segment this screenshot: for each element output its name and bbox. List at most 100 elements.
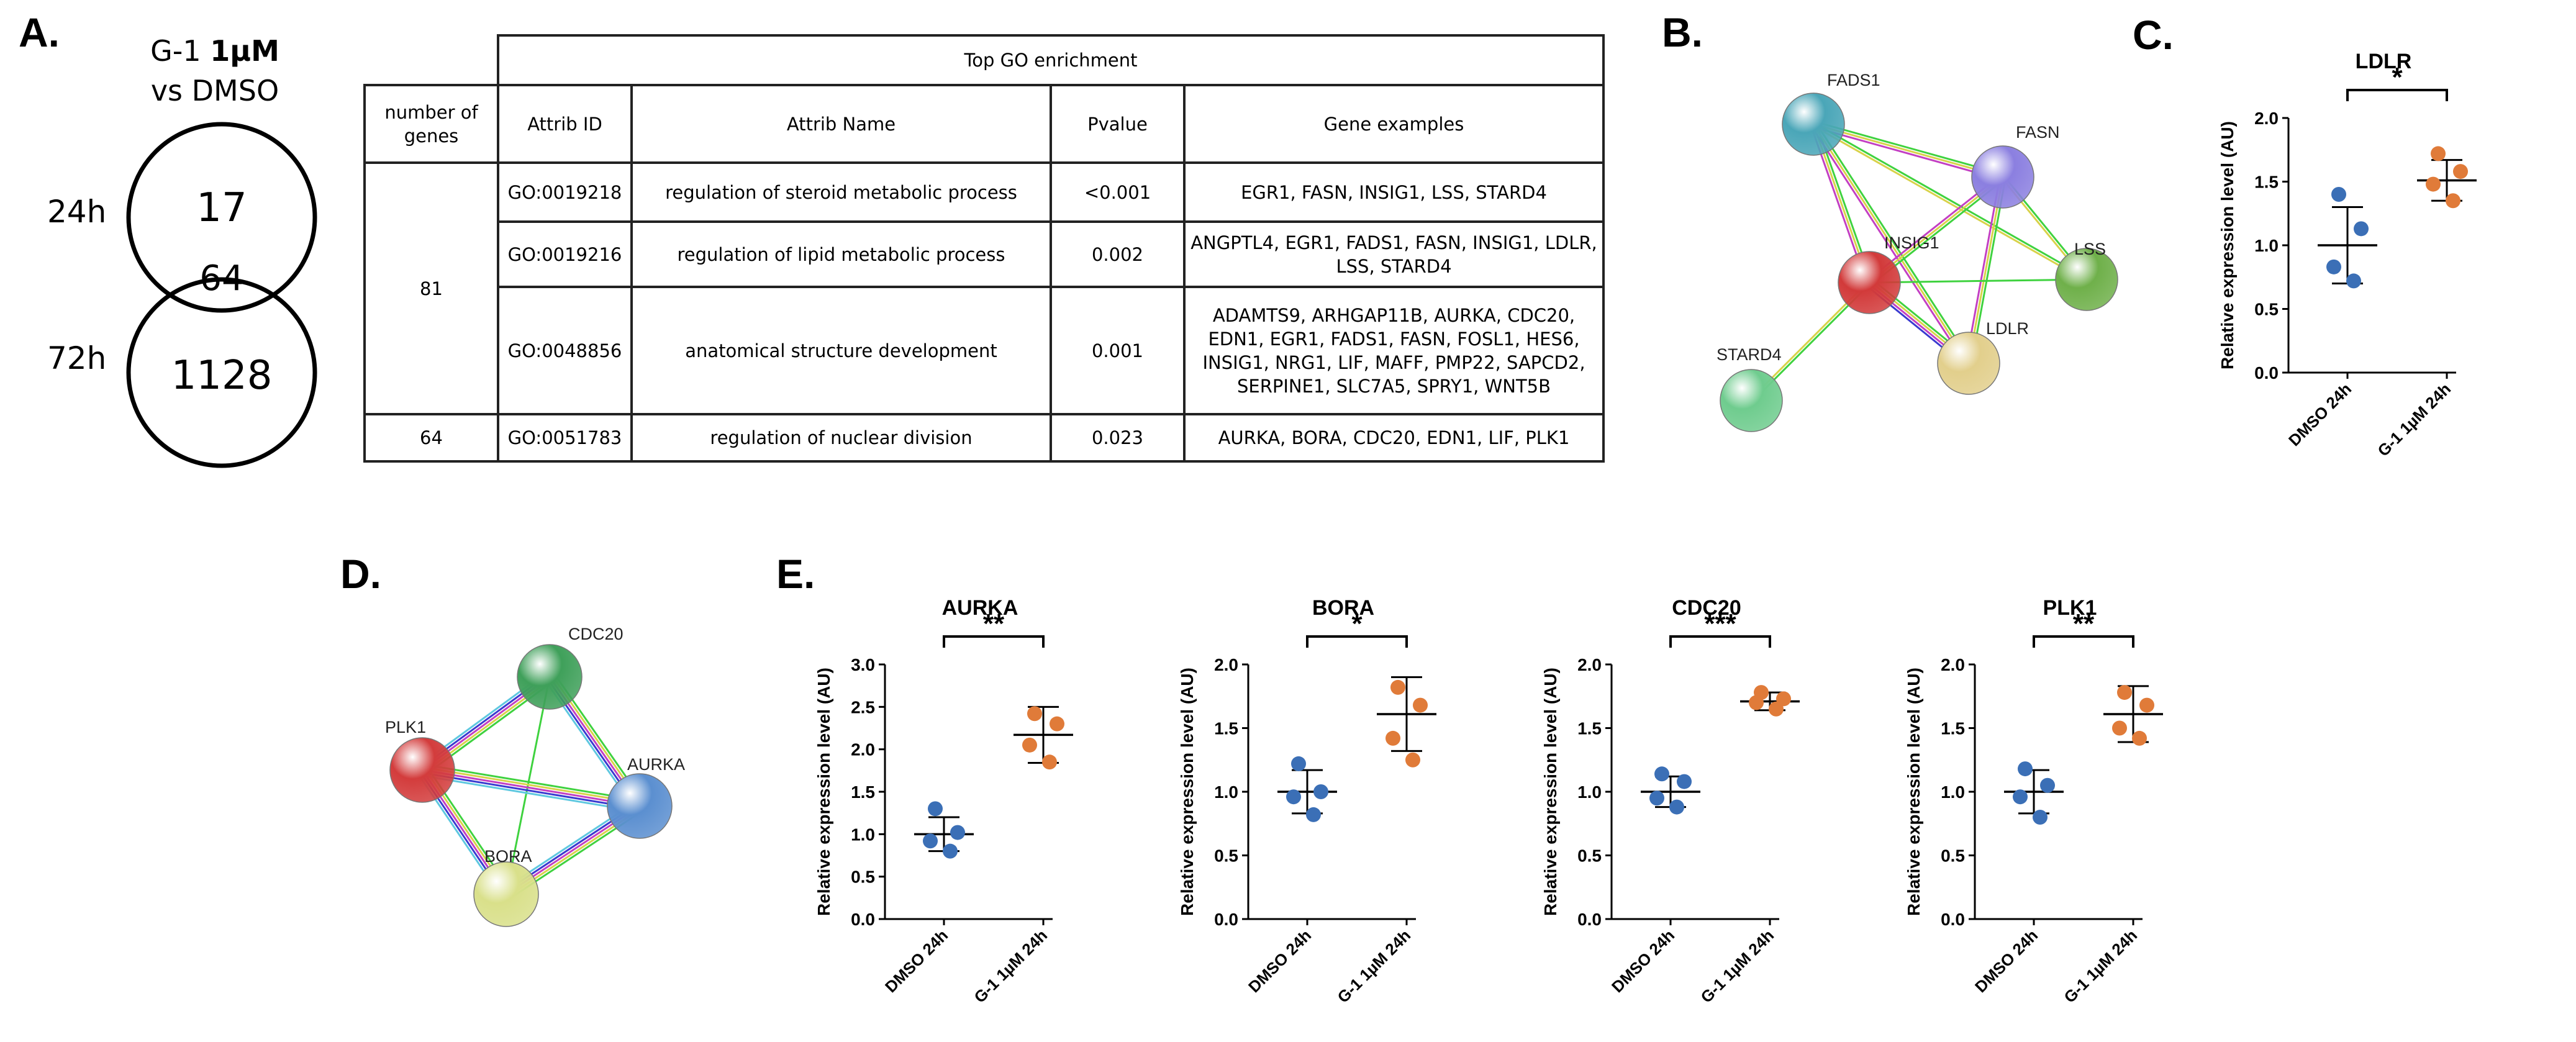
cell-pvalue: 0.001 [1050, 286, 1186, 415]
data-point [950, 825, 965, 840]
data-point [2033, 810, 2048, 825]
chart-title: LDLR [2356, 50, 2412, 73]
y-tick-label: 1.0 [1577, 782, 1602, 802]
significance-label: *** [1704, 609, 1736, 639]
chart-bora: BORA 0.0 0.5 1.0 1.5 2.0 Relative expression l… [1177, 596, 1436, 1007]
panel-label-e: E. [776, 551, 815, 597]
data-point [1654, 766, 1669, 782]
cell-id: GO:0048856 [497, 286, 633, 415]
venn-label-24h: 24h [47, 194, 107, 230]
header-attrib-id: Attrib ID [497, 84, 633, 164]
data-point [1291, 756, 1306, 771]
network-edge [1967, 176, 2004, 364]
node-label-plk1: PLK1 [385, 718, 426, 736]
chart-title: PLK1 [2043, 596, 2097, 620]
table-title: Top GO enrichment [497, 34, 1605, 86]
y-tick-label: 1.0 [1214, 782, 1238, 802]
data-point [2139, 697, 2154, 713]
y-tick-label: 2.0 [1577, 655, 1602, 674]
data-point [1776, 691, 1791, 707]
header-pvalue: Pvalue [1050, 84, 1186, 164]
y-axis-label: Relative expression level (AU) [1904, 668, 1923, 916]
cell-genes: AURKA, BORA, CDC20, EDN1, LIF, PLK1 [1183, 413, 1605, 463]
significance-label: * [1351, 609, 1363, 639]
node-lss [2055, 248, 2118, 311]
venn-overlap: 64 [199, 258, 244, 299]
node-label-fads1: FADS1 [1827, 71, 1880, 89]
y-axis-label: Relative expression level (AU) [1541, 668, 1560, 916]
y-tick-label: 1.5 [1577, 719, 1602, 738]
network-edge [1810, 125, 1967, 366]
node-stard4 [1720, 369, 1783, 432]
node-label-stard4: STARD4 [1717, 345, 1782, 364]
y-tick-label: 0.5 [2254, 300, 2279, 319]
network-edge [423, 763, 641, 802]
venn-label-72h: 72h [47, 340, 107, 376]
cell-genes: ANGPTL4, EGR1, FADS1, FASN, INSIG1, LDLR… [1183, 220, 1605, 288]
chart-cdc20: CDC20 0.0 0.5 1.0 1.5 2.0 Relative expression … [1541, 596, 1800, 1007]
significance-label: * [2392, 62, 2403, 93]
panel-label-c: C. [2133, 12, 2174, 58]
y-tick-label: 1.5 [1941, 719, 1965, 738]
data-point [2117, 685, 2132, 700]
venn-title-dose: 1µM [210, 34, 279, 68]
x-tick-label: G-1 1µM 24h [2060, 926, 2141, 1007]
data-point [2426, 176, 2441, 192]
network-edge [1965, 176, 2002, 363]
node-fads1 [1782, 93, 1845, 156]
data-point [2326, 259, 2341, 274]
node-label-insig1: INSIG1 [1884, 233, 1939, 252]
node-cdc20 [517, 644, 583, 710]
data-point [1677, 774, 1692, 789]
table-row: 64 GO:0051783 regulation of nuclear divi… [363, 413, 1605, 463]
network-edge [1813, 122, 2088, 279]
node-label-fasn: FASN [2016, 123, 2060, 142]
venn-title-line2: vs DMSO [150, 74, 279, 107]
x-tick-label: DMSO 24h [2285, 379, 2355, 450]
venn-circle-24h [126, 122, 317, 313]
chart-aurka: AURKA 0.0 0.5 1.0 1.5 2.0 2.5 3.0 Relative expre… [814, 596, 1073, 1007]
chart-title: AURKA [942, 596, 1018, 620]
cell-id: GO:0019218 [497, 161, 633, 223]
significance-bracket [1306, 635, 1408, 648]
data-point [1042, 754, 1057, 770]
data-point [1306, 807, 1321, 822]
y-tick-label: 0.0 [2254, 363, 2279, 383]
venn-only-24h: 17 [196, 185, 247, 231]
data-point [1413, 697, 1428, 713]
data-point [1286, 789, 1301, 805]
data-point [1313, 784, 1328, 799]
chart-ldlr: LDLR 0.0 0.5 1.0 1.5 2.0 Relative expression l… [2218, 50, 2477, 460]
x-tick-label: G-1 1µM 24h [1333, 926, 1414, 1007]
data-point [2453, 164, 2468, 179]
y-tick-label: 0.5 [1941, 846, 1965, 866]
y-tick-label: 2.5 [851, 697, 875, 717]
chart-title: CDC20 [1672, 596, 1741, 620]
y-tick-label: 1.0 [2254, 236, 2279, 255]
node-ldlr [1937, 332, 2000, 395]
cell-id: GO:0019216 [497, 220, 633, 288]
table-corner [365, 35, 499, 85]
node-label-aurka: AURKA [627, 755, 685, 774]
cell-pvalue: <0.001 [1050, 161, 1186, 223]
network-edge [1812, 125, 2003, 181]
data-point [2112, 720, 2127, 736]
x-tick-label: DMSO 24h [1608, 926, 1678, 996]
y-tick-label: 0.0 [851, 910, 875, 929]
x-tick-label: DMSO 24h [1245, 926, 1315, 996]
y-tick-label: 1.0 [851, 825, 875, 844]
data-point [1390, 679, 1405, 695]
chart-title: BORA [1312, 596, 1374, 620]
x-tick-label: G-1 1µM 24h [1697, 926, 1777, 1007]
network-edge [422, 771, 640, 810]
network-edge [1815, 122, 1972, 363]
data-point [943, 843, 958, 859]
y-axis-label: Relative expression level (AU) [814, 668, 833, 916]
y-tick-label: 2.0 [1214, 655, 1238, 674]
venn-title: G-1 1µM vs DMSO [122, 31, 308, 111]
cell-genes: EGR1, FASN, INSIG1, LSS, STARD4 [1183, 161, 1605, 223]
data-point [2346, 273, 2361, 289]
y-tick-label: 0.5 [1214, 846, 1238, 866]
data-point [928, 801, 943, 817]
significance-label: ** [2073, 609, 2095, 639]
